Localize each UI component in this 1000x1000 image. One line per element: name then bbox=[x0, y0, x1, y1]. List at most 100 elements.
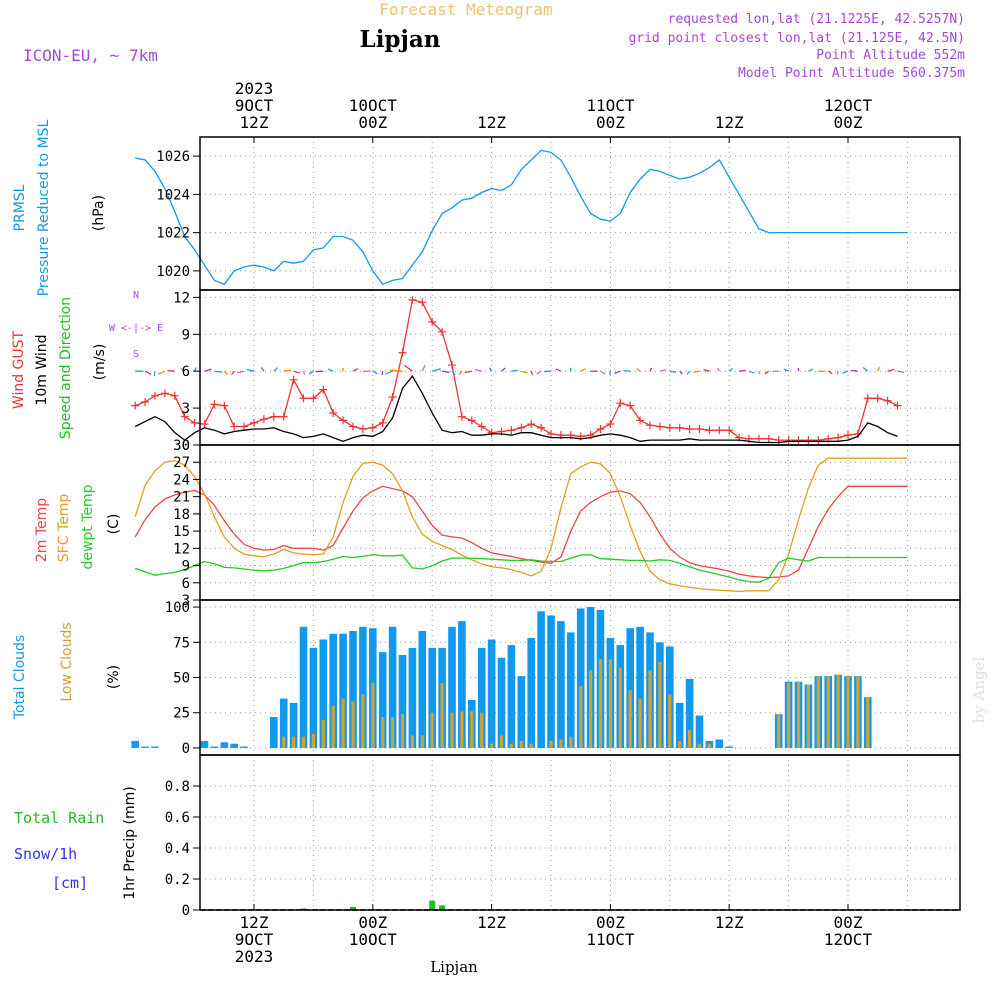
total-cloud-bar bbox=[131, 740, 139, 748]
wind-arrow bbox=[836, 371, 839, 375]
total-cloud-bar bbox=[685, 678, 694, 748]
chart-title: Forecast Meteogram bbox=[379, 0, 552, 19]
wind-arrow bbox=[608, 371, 612, 375]
time-label-bottom: 12Z bbox=[477, 913, 506, 932]
gust-point bbox=[725, 426, 734, 435]
low-cloud-bar bbox=[648, 670, 652, 748]
gust-point bbox=[873, 394, 882, 403]
cloud-labels: Total Clouds Low Clouds (%) bbox=[12, 622, 122, 720]
ytick-label: 30 bbox=[173, 438, 190, 454]
low-cloud-bar bbox=[499, 735, 504, 748]
rain-bar bbox=[439, 905, 446, 910]
low-cloud-bar bbox=[559, 739, 563, 748]
total-cloud-bar bbox=[487, 639, 496, 748]
gust-point bbox=[210, 400, 219, 409]
wind-arrow bbox=[850, 369, 858, 372]
wind-arrow bbox=[580, 368, 586, 372]
low-cloud-bar bbox=[608, 659, 612, 748]
total-cloud-bar bbox=[230, 743, 238, 748]
gust-point bbox=[250, 418, 258, 427]
wind-arrow bbox=[372, 370, 378, 375]
sfc-temp-line bbox=[134, 457, 908, 593]
wind-arrow bbox=[153, 371, 156, 376]
wind-arrow bbox=[897, 370, 905, 373]
wind-arrow bbox=[521, 370, 528, 374]
gust-point bbox=[170, 391, 179, 400]
wind-arrow bbox=[204, 368, 212, 372]
ytick-label: 18 bbox=[173, 507, 190, 523]
time-label-bottom: 9OCT bbox=[235, 930, 274, 949]
low-cloud-bar bbox=[420, 735, 424, 748]
ytick-label: 1024 bbox=[156, 187, 190, 203]
gust-point bbox=[467, 416, 476, 425]
total-cloud-bar bbox=[151, 746, 159, 748]
total-cloud-bar bbox=[557, 621, 565, 748]
gust-point bbox=[438, 327, 447, 336]
time-label-top: 12OCT bbox=[824, 96, 873, 115]
total-cloud-bar bbox=[725, 746, 733, 748]
low-cloud-bar bbox=[371, 683, 375, 748]
percent-unit: (%) bbox=[106, 665, 122, 689]
ytick-label: 15 bbox=[173, 524, 190, 540]
gust-point bbox=[517, 423, 526, 432]
ytick-label: 50 bbox=[173, 671, 190, 687]
low-cloud-bar bbox=[598, 659, 603, 748]
total-cloud-bar bbox=[200, 740, 209, 748]
wind-arrow bbox=[748, 370, 755, 374]
gust-point bbox=[507, 426, 516, 435]
wind-arrow bbox=[636, 367, 641, 372]
total-cloud-bar bbox=[715, 739, 724, 748]
total-cloud-bar bbox=[695, 715, 704, 748]
wind-arrow bbox=[555, 368, 562, 372]
watermark: by Angel bbox=[970, 656, 988, 723]
rain-bar bbox=[429, 900, 436, 910]
low-cloud-bar bbox=[579, 686, 583, 748]
gust-point bbox=[814, 436, 823, 445]
total-cloud-bar bbox=[567, 632, 575, 748]
gust-point bbox=[754, 434, 763, 443]
low-cloud-bar bbox=[549, 740, 553, 748]
snow-label: Snow/1h bbox=[14, 845, 77, 863]
gust-point bbox=[220, 401, 229, 410]
wind-arrow bbox=[659, 368, 666, 372]
wind-arrow bbox=[157, 370, 166, 375]
ytick-label: 12 bbox=[173, 541, 190, 557]
time-label-bottom: 12OCT bbox=[824, 930, 873, 949]
total-rain-label: Total Rain bbox=[14, 809, 104, 827]
time-label-bottom: 00Z bbox=[358, 913, 387, 932]
time-label-top: 00Z bbox=[834, 113, 863, 132]
low-clouds-label: Low Clouds bbox=[59, 622, 75, 701]
location-title: Lipjan bbox=[360, 26, 441, 53]
total-cloud-bar bbox=[289, 702, 298, 748]
gust-point bbox=[606, 420, 615, 429]
wind-arrow bbox=[246, 368, 255, 372]
low-cloud-bar bbox=[480, 712, 484, 748]
time-label-bottom: 2023 bbox=[235, 947, 274, 966]
gust-point bbox=[448, 361, 456, 370]
wind-arrow bbox=[352, 368, 359, 372]
total-cloud-bar bbox=[398, 655, 407, 748]
time-label-bottom: 00Z bbox=[834, 913, 863, 932]
total-cloud-bar bbox=[210, 746, 219, 748]
sfc-temp-label: SFC Temp bbox=[56, 494, 72, 563]
ytick-label: 9 bbox=[182, 559, 190, 575]
time-label-top: 10OCT bbox=[349, 96, 398, 115]
hpa-unit: (hPa) bbox=[91, 195, 107, 231]
time-label-top: 9OCT bbox=[235, 96, 274, 115]
low-cloud-bar bbox=[697, 743, 702, 748]
low-cloud-bar bbox=[658, 662, 662, 748]
compass-south: S bbox=[133, 349, 139, 360]
ytick-label: 0.4 bbox=[165, 841, 190, 857]
wind-arrow bbox=[511, 369, 519, 372]
panel-frame bbox=[199, 136, 961, 291]
total-clouds-label: Total Clouds bbox=[12, 635, 28, 720]
panel-frame bbox=[199, 289, 961, 446]
grid-layer bbox=[200, 137, 960, 911]
total-cloud-bar bbox=[507, 645, 516, 748]
gust-point bbox=[457, 412, 466, 421]
gust-point bbox=[794, 436, 803, 445]
gust-point bbox=[527, 420, 536, 429]
ytick-label: 0 bbox=[182, 903, 190, 919]
gust-point bbox=[863, 394, 872, 403]
